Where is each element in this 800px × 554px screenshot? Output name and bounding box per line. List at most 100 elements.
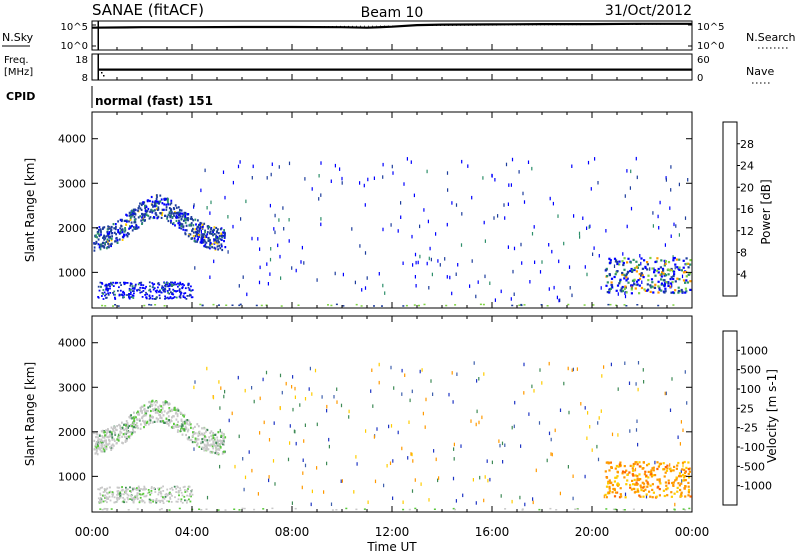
echo-point <box>93 242 96 245</box>
echo-point <box>168 289 171 291</box>
echo-point <box>184 292 187 294</box>
echo-point <box>172 426 175 429</box>
echo-point <box>102 494 104 497</box>
echo-point <box>158 290 161 293</box>
echo-point <box>169 283 172 286</box>
echo-point <box>660 259 663 262</box>
echo-point <box>241 507 244 510</box>
echo-point <box>687 489 690 492</box>
echo-point <box>195 233 198 236</box>
echo-point <box>114 223 117 226</box>
echo-point <box>619 465 622 468</box>
echo-point <box>170 281 172 284</box>
echo-point <box>113 293 115 296</box>
echo-point <box>669 285 672 288</box>
echo-point <box>220 431 223 434</box>
echo-point <box>523 362 525 367</box>
echo-point <box>604 493 607 496</box>
echo-point <box>127 509 130 511</box>
echo-point <box>144 422 147 425</box>
echo-point <box>170 493 172 496</box>
echo-point <box>373 176 375 180</box>
y-tick-label: 4000 <box>58 337 86 350</box>
echo-point <box>673 509 676 511</box>
echo-point <box>189 233 192 236</box>
echo-point <box>141 493 144 496</box>
echo-point <box>138 413 141 416</box>
echo-point <box>620 287 623 290</box>
echo-point <box>202 234 205 237</box>
echo-point <box>660 273 663 276</box>
echo-point <box>145 291 147 294</box>
echo-point <box>151 400 153 403</box>
echo-point <box>482 303 485 306</box>
echo-point <box>682 428 684 432</box>
echo-point <box>187 428 190 431</box>
echo-point <box>142 284 145 287</box>
echo-point <box>405 304 408 307</box>
echo-point <box>654 260 657 264</box>
echo-point <box>444 257 446 261</box>
cpid-value: normal (fast) 151 <box>95 94 213 108</box>
echo-point <box>613 257 617 260</box>
echo-point <box>166 199 169 202</box>
echo-point <box>100 499 103 502</box>
echo-point <box>213 226 216 229</box>
echo-point <box>160 492 163 495</box>
echo-point <box>653 269 656 272</box>
echo-point <box>167 411 170 414</box>
echo-point <box>200 222 203 225</box>
echo-point <box>634 461 637 464</box>
freq-left-tick-top: 18 <box>75 55 88 66</box>
echo-point <box>393 386 395 390</box>
echo-point <box>126 429 129 432</box>
echo-point <box>610 466 613 469</box>
echo-point <box>121 486 123 488</box>
echo-point <box>522 191 524 196</box>
echo-point <box>688 272 691 275</box>
echo-point <box>108 442 111 445</box>
echo-point <box>683 487 686 490</box>
echo-point <box>679 290 682 293</box>
echo-point <box>366 276 368 280</box>
echo-point <box>159 297 161 300</box>
echo-point <box>138 205 141 208</box>
echo-point <box>489 477 491 482</box>
echo-point <box>133 286 136 289</box>
echo-point <box>148 491 151 494</box>
echo-point <box>209 451 212 454</box>
echo-point <box>192 231 195 234</box>
velocity-colorbar-title: Velocity [m s-1] <box>765 369 779 463</box>
echo-point <box>123 498 126 501</box>
echo-point <box>118 486 121 489</box>
echo-point <box>113 426 115 429</box>
echo-point <box>129 417 132 420</box>
echo-point <box>504 508 507 510</box>
echo-point <box>125 501 128 503</box>
echo-point <box>224 234 226 237</box>
echo-point <box>392 496 394 500</box>
echo-point <box>539 270 542 274</box>
echo-point <box>552 201 554 206</box>
echo-point <box>598 416 600 420</box>
echo-point <box>664 281 667 284</box>
echo-point <box>364 286 367 290</box>
echo-point <box>155 501 158 504</box>
echo-point <box>130 288 132 291</box>
echo-point <box>687 266 690 269</box>
echo-point <box>201 234 204 237</box>
echo-point <box>397 430 399 435</box>
echo-point <box>116 239 119 242</box>
echo-point <box>243 487 245 492</box>
echo-point <box>608 274 611 277</box>
power-colorbar-tick: 12 <box>740 225 754 238</box>
echo-point <box>135 422 138 425</box>
echo-point <box>110 508 113 510</box>
echo-point <box>127 430 130 433</box>
echo-point <box>103 507 106 510</box>
echo-point <box>462 493 464 498</box>
echo-point <box>222 432 225 436</box>
echo-point <box>181 223 184 226</box>
echo-point <box>513 246 516 251</box>
echo-point <box>651 467 654 470</box>
